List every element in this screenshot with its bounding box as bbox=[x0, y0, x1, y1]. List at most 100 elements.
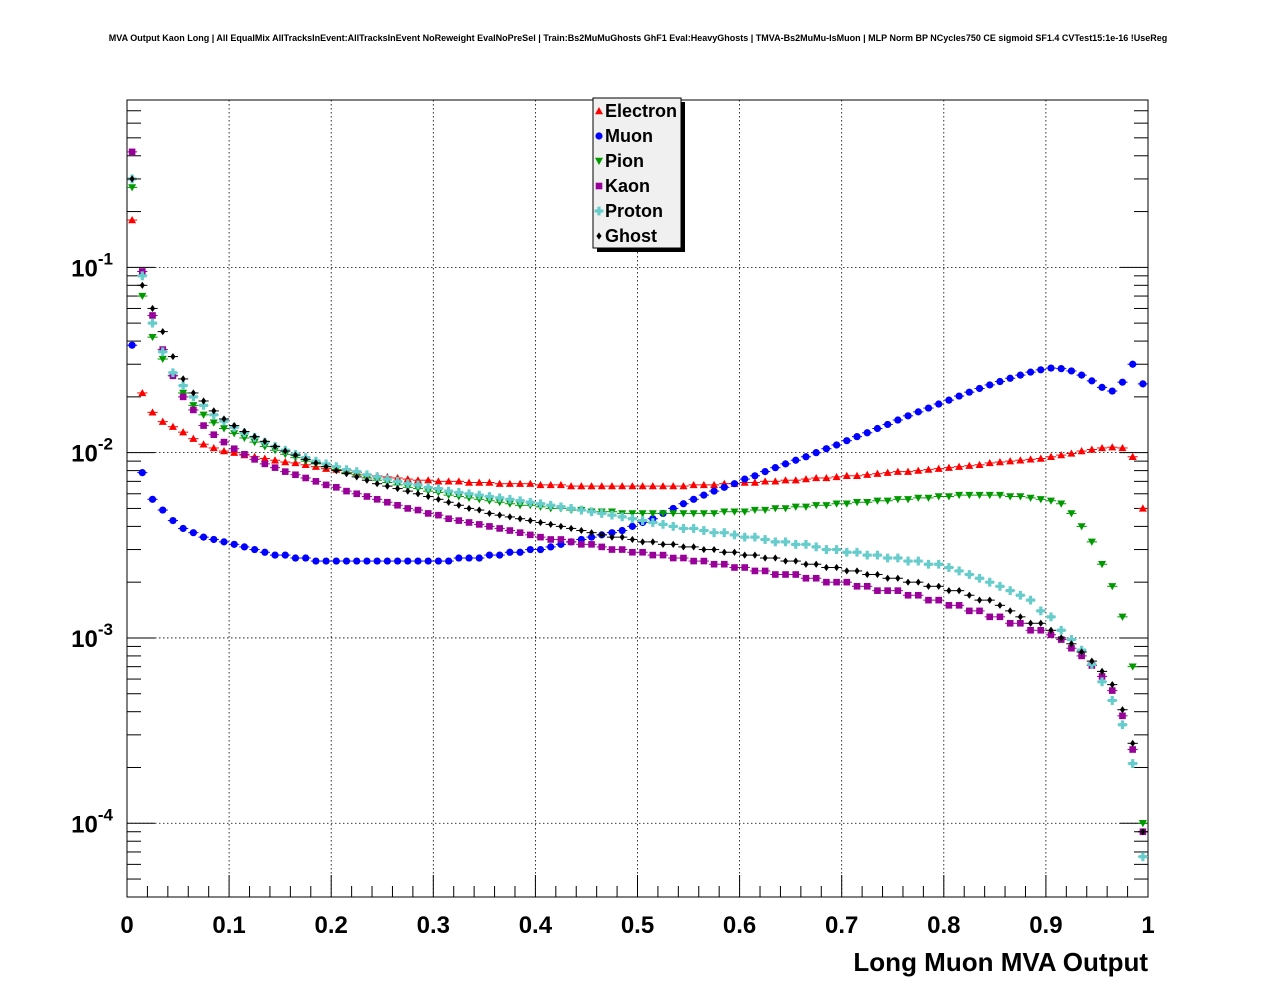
data-point bbox=[413, 480, 423, 490]
data-point bbox=[425, 492, 431, 501]
data-point bbox=[1119, 706, 1126, 714]
data-point bbox=[464, 489, 474, 499]
data-point bbox=[894, 416, 902, 424]
data-point bbox=[862, 550, 872, 560]
data-point bbox=[548, 520, 554, 529]
legend-entry-electron: Electron bbox=[595, 101, 677, 121]
data-point bbox=[323, 463, 329, 471]
data-point bbox=[189, 434, 198, 442]
data-point bbox=[128, 148, 136, 156]
data-point bbox=[608, 546, 616, 553]
x-tick-label: 0 bbox=[120, 912, 133, 939]
data-point bbox=[914, 408, 922, 416]
x-tick-label: 0.2 bbox=[315, 912, 348, 939]
data-point bbox=[711, 545, 717, 554]
data-point bbox=[1036, 496, 1045, 504]
data-point bbox=[1139, 380, 1147, 388]
data-point bbox=[699, 526, 709, 535]
data-point bbox=[1015, 590, 1025, 600]
data-point bbox=[772, 571, 779, 578]
data-point bbox=[668, 521, 678, 531]
data-point bbox=[710, 560, 718, 568]
data-point bbox=[1118, 378, 1127, 386]
data-point bbox=[842, 471, 851, 480]
data-point bbox=[1078, 652, 1085, 660]
data-point bbox=[700, 491, 708, 499]
data-point bbox=[230, 540, 238, 548]
data-point bbox=[638, 510, 647, 518]
data-point bbox=[405, 487, 411, 495]
data-point bbox=[271, 456, 280, 464]
data-point bbox=[801, 475, 810, 483]
data-point bbox=[924, 494, 933, 502]
data-point bbox=[129, 175, 135, 183]
data-point bbox=[617, 512, 627, 522]
data-point bbox=[373, 557, 381, 565]
data-point bbox=[956, 587, 962, 595]
data-point bbox=[230, 448, 239, 456]
data-point bbox=[1108, 687, 1116, 694]
data-point bbox=[486, 509, 493, 518]
data-point bbox=[1108, 387, 1116, 395]
data-point bbox=[352, 467, 362, 477]
data-point bbox=[179, 428, 188, 436]
data-point bbox=[914, 466, 923, 474]
data-point bbox=[648, 518, 658, 527]
data-point bbox=[251, 545, 259, 554]
data-point bbox=[250, 438, 259, 447]
data-point bbox=[434, 484, 443, 493]
data-point bbox=[219, 425, 228, 433]
data-point bbox=[680, 543, 687, 551]
data-point bbox=[230, 445, 238, 453]
legend-marker bbox=[595, 107, 603, 115]
data-point bbox=[864, 570, 870, 579]
data-point bbox=[639, 548, 646, 556]
data-point bbox=[689, 524, 699, 533]
data-point bbox=[241, 450, 248, 458]
data-point bbox=[934, 493, 943, 501]
data-point bbox=[281, 451, 290, 459]
data-point bbox=[1128, 452, 1137, 460]
data-point bbox=[424, 510, 432, 517]
data-point bbox=[445, 557, 453, 565]
data-point bbox=[752, 551, 758, 559]
data-point bbox=[761, 468, 769, 476]
data-point bbox=[536, 545, 545, 554]
data-point bbox=[985, 577, 995, 587]
data-point bbox=[709, 528, 719, 538]
data-point bbox=[1138, 820, 1147, 828]
data-point bbox=[209, 410, 219, 420]
data-point bbox=[434, 557, 443, 565]
data-point bbox=[996, 613, 1004, 621]
data-point bbox=[679, 510, 688, 518]
data-point bbox=[497, 511, 503, 519]
data-point bbox=[1006, 619, 1014, 627]
data-point bbox=[281, 468, 289, 475]
x-tick-label: 0.8 bbox=[927, 912, 960, 939]
data-point bbox=[812, 502, 821, 510]
data-point bbox=[516, 529, 524, 536]
data-point bbox=[1118, 443, 1127, 452]
data-point bbox=[964, 570, 974, 579]
data-point bbox=[648, 510, 657, 518]
data-point bbox=[220, 438, 228, 446]
data-point bbox=[1048, 626, 1054, 634]
data-point bbox=[221, 415, 227, 423]
data-point bbox=[404, 505, 412, 512]
data-point bbox=[556, 502, 566, 512]
data-point bbox=[158, 417, 167, 425]
data-point bbox=[812, 574, 820, 582]
data-point bbox=[536, 499, 545, 509]
data-point bbox=[751, 567, 759, 575]
y-tick-label: 10-4 bbox=[71, 805, 113, 838]
data-point bbox=[1068, 640, 1075, 648]
data-point bbox=[822, 473, 831, 482]
data-point bbox=[731, 564, 738, 571]
data-point bbox=[883, 468, 892, 476]
data-point bbox=[710, 487, 718, 495]
x-tick-label: 0.7 bbox=[825, 912, 858, 939]
data-point bbox=[823, 578, 830, 586]
data-point bbox=[1099, 667, 1105, 675]
data-point bbox=[607, 510, 617, 520]
data-point bbox=[995, 458, 1004, 466]
